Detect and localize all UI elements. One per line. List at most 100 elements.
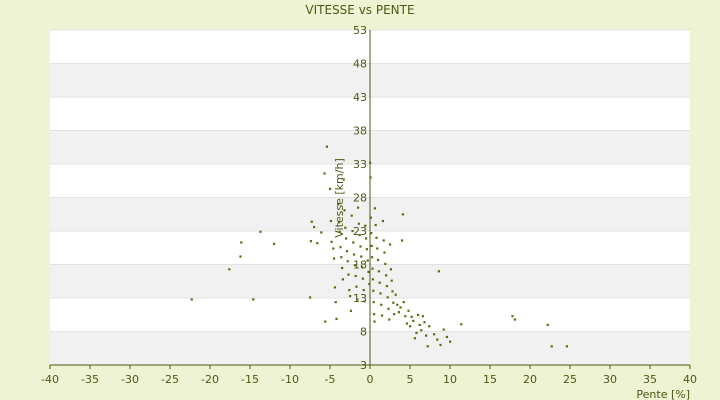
- data-point: [366, 259, 369, 262]
- data-point: [404, 315, 407, 318]
- y-tick-label: 53: [353, 24, 367, 37]
- data-point: [437, 270, 440, 273]
- data-point: [426, 345, 429, 348]
- data-point: [397, 311, 400, 314]
- data-point: [371, 256, 374, 259]
- data-point: [370, 244, 373, 247]
- data-point: [353, 253, 356, 256]
- data-point: [374, 223, 377, 227]
- data-point: [355, 285, 358, 288]
- data-point: [341, 266, 344, 270]
- data-point: [352, 241, 355, 244]
- data-point: [316, 242, 319, 245]
- data-point: [417, 313, 420, 316]
- data-point: [376, 247, 379, 250]
- x-tick-label: 5: [407, 373, 414, 386]
- data-point: [378, 281, 381, 284]
- data-point: [370, 232, 373, 235]
- data-point: [371, 267, 374, 270]
- data-point: [335, 317, 338, 320]
- data-point: [342, 178, 345, 181]
- y-tick-label: 13: [353, 292, 367, 305]
- data-point: [354, 274, 357, 278]
- data-point: [351, 230, 354, 233]
- data-point: [330, 240, 333, 243]
- data-point: [340, 256, 343, 259]
- data-point: [359, 245, 362, 248]
- data-point: [334, 301, 337, 304]
- x-tick-label: 25: [563, 373, 577, 386]
- data-point: [369, 216, 372, 219]
- data-point: [382, 239, 385, 242]
- x-tick-label: 20: [523, 373, 537, 386]
- data-point: [384, 262, 387, 266]
- x-tick-label: -30: [121, 373, 139, 386]
- y-tick-label: 8: [360, 326, 367, 339]
- data-point: [362, 288, 365, 292]
- x-tick-label: 10: [443, 373, 457, 386]
- data-point: [323, 172, 326, 175]
- data-point: [399, 306, 402, 309]
- data-point: [389, 243, 392, 246]
- data-point: [310, 220, 313, 223]
- data-point: [338, 230, 341, 233]
- data-point: [368, 282, 371, 286]
- data-point: [460, 323, 463, 326]
- data-point: [373, 207, 376, 210]
- x-tick-label: -15: [241, 373, 259, 386]
- x-tick-label: -20: [201, 373, 219, 386]
- data-point: [389, 268, 392, 271]
- data-point: [371, 278, 374, 281]
- data-point: [365, 237, 368, 240]
- x-tick-label: 35: [643, 373, 657, 386]
- data-point: [421, 315, 424, 318]
- data-point: [405, 322, 408, 325]
- x-axis-label: Pente [%]: [636, 388, 690, 400]
- data-point: [324, 320, 327, 323]
- x-tick-label: 30: [603, 373, 617, 386]
- data-point: [372, 289, 375, 292]
- data-point: [369, 176, 372, 179]
- data-point: [392, 301, 395, 304]
- data-point: [333, 257, 336, 260]
- data-point: [309, 296, 312, 299]
- data-point: [385, 284, 388, 288]
- data-point: [412, 319, 415, 322]
- data-point: [361, 266, 364, 269]
- data-point: [394, 293, 397, 296]
- data-point: [420, 329, 423, 332]
- data-point: [442, 328, 445, 331]
- data-point: [410, 315, 413, 318]
- data-point: [239, 255, 242, 258]
- data-point: [252, 298, 255, 301]
- data-point: [379, 292, 382, 295]
- data-point: [381, 219, 384, 223]
- data-point: [320, 231, 323, 234]
- data-point: [383, 251, 386, 254]
- data-point: [377, 258, 380, 262]
- data-point: [329, 187, 332, 190]
- data-point: [436, 338, 439, 341]
- data-point: [344, 226, 347, 229]
- data-point: [445, 335, 448, 339]
- data-point: [396, 303, 399, 306]
- data-point: [423, 321, 426, 324]
- data-point: [356, 298, 359, 301]
- data-point: [388, 318, 391, 321]
- data-point: [313, 225, 316, 229]
- data-point: [350, 214, 353, 217]
- data-point: [228, 268, 231, 271]
- data-point: [425, 334, 428, 337]
- data-point: [357, 222, 360, 225]
- data-point: [409, 325, 412, 328]
- y-tick-label: 33: [353, 158, 367, 171]
- data-point: [349, 309, 352, 312]
- data-point: [365, 248, 368, 251]
- data-point: [373, 313, 376, 316]
- data-point: [372, 301, 375, 304]
- data-point: [433, 333, 436, 336]
- data-point: [333, 286, 336, 289]
- x-tick-label: -10: [281, 373, 299, 386]
- data-point: [360, 255, 363, 258]
- data-point: [273, 242, 276, 245]
